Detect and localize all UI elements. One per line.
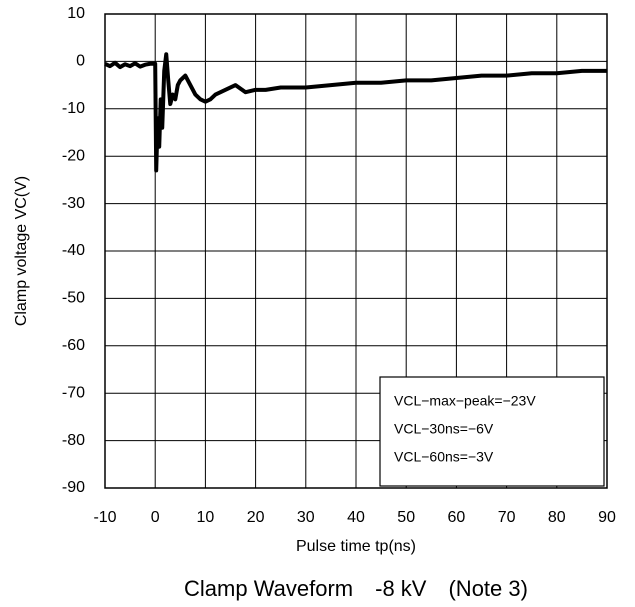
- x-tick-label: 60: [448, 509, 466, 526]
- x-tick-label: -10: [93, 509, 116, 526]
- x-tick-label: 0: [151, 509, 160, 526]
- x-tick-label: 50: [397, 509, 415, 526]
- y-tick-label: -60: [62, 337, 85, 354]
- chart-title: Clamp Waveform -8 kV (Note 3): [184, 576, 528, 601]
- x-tick-label: 90: [598, 509, 616, 526]
- y-tick-label: -20: [62, 147, 85, 164]
- annotation: VCL−30ns=−6V: [394, 421, 494, 437]
- plot-frame: [104, 13, 608, 489]
- waveform-line: [104, 52, 607, 173]
- x-tick-label: 30: [297, 509, 315, 526]
- x-axis-label: Pulse time tp(ns): [296, 538, 416, 555]
- y-tick-label: -50: [62, 290, 85, 307]
- y-tick-label: -80: [62, 432, 85, 449]
- annotation: VCL−60ns=−3V: [394, 449, 494, 465]
- y-tick-label: -40: [62, 242, 85, 259]
- x-tick-label: 20: [247, 509, 265, 526]
- x-tick-label: 80: [548, 509, 566, 526]
- annotation-box: [379, 376, 605, 487]
- x-tick-label: 10: [197, 509, 215, 526]
- y-tick-label: 0: [76, 53, 85, 70]
- y-tick-label: 10: [67, 5, 85, 22]
- y-tick-label: -10: [62, 100, 85, 117]
- x-tick-label: 40: [347, 509, 365, 526]
- x-tick-label: 70: [498, 509, 516, 526]
- y-tick-label: -90: [62, 479, 85, 496]
- y-tick-label: -30: [62, 195, 85, 212]
- y-tick-label: -70: [62, 384, 85, 401]
- y-axis-label: Clamp voltage VC(V): [13, 176, 30, 326]
- annotation: VCL−max−peak=−23V: [394, 393, 536, 409]
